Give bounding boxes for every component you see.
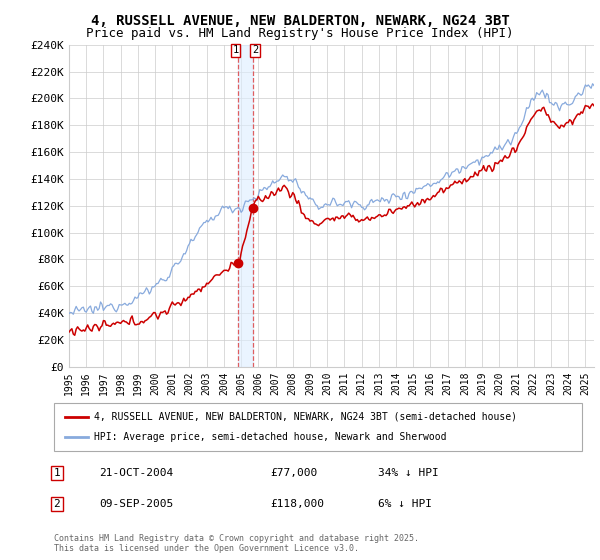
Text: 2: 2 [53,499,61,509]
Text: 09-SEP-2005: 09-SEP-2005 [99,499,173,509]
Bar [238,45,253,367]
Text: 21-OCT-2004: 21-OCT-2004 [99,468,173,478]
Text: HPI: Average price, semi-detached house, Newark and Sherwood: HPI: Average price, semi-detached house,… [94,432,446,442]
Text: £118,000: £118,000 [270,499,324,509]
Text: 34% ↓ HPI: 34% ↓ HPI [378,468,439,478]
Text: Price paid vs. HM Land Registry's House Price Index (HPI): Price paid vs. HM Land Registry's House … [86,27,514,40]
Text: 2: 2 [252,45,258,55]
Text: 6% ↓ HPI: 6% ↓ HPI [378,499,432,509]
FancyBboxPatch shape [54,403,582,451]
Text: 4, RUSSELL AVENUE, NEW BALDERTON, NEWARK, NG24 3BT: 4, RUSSELL AVENUE, NEW BALDERTON, NEWARK… [91,14,509,28]
Text: 1: 1 [53,468,61,478]
Text: £77,000: £77,000 [270,468,317,478]
Text: Contains HM Land Registry data © Crown copyright and database right 2025.
This d: Contains HM Land Registry data © Crown c… [54,534,419,553]
Text: 1: 1 [233,45,239,55]
Text: 4, RUSSELL AVENUE, NEW BALDERTON, NEWARK, NG24 3BT (semi-detached house): 4, RUSSELL AVENUE, NEW BALDERTON, NEWARK… [94,412,517,422]
